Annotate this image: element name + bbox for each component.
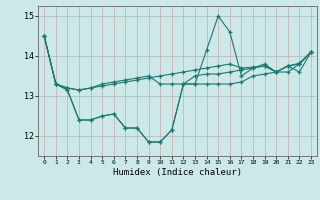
- X-axis label: Humidex (Indice chaleur): Humidex (Indice chaleur): [113, 168, 242, 177]
